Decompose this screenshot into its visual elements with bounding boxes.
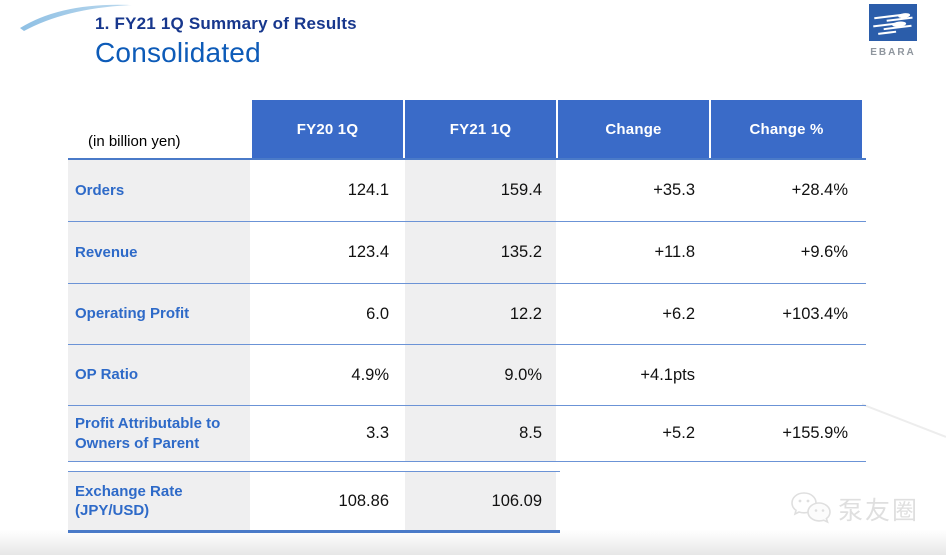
cell-value: 8.5 <box>405 406 556 461</box>
watermark: 泵友圈 <box>790 490 919 528</box>
cell-value: +35.3 <box>558 160 709 221</box>
unit-label: (in billion yen) <box>68 100 250 158</box>
cell-value: +5.2 <box>558 406 709 461</box>
title-block: 1. FY21 1Q Summary of Results Consolidat… <box>95 14 357 69</box>
row-label: Exchange Rate (JPY/USD) <box>68 472 250 530</box>
column-header-change-: Change % <box>711 100 862 158</box>
row-label: Orders <box>68 160 250 221</box>
cell-value: +155.9% <box>711 406 862 461</box>
cell-value: 135.2 <box>405 222 556 283</box>
cell-value: 3.3 <box>252 406 403 461</box>
page-subtitle: Consolidated <box>95 37 261 68</box>
table-row: Profit Attributable to Owners of Parent 3… <box>68 406 866 462</box>
row-label: Operating Profit <box>68 284 250 344</box>
cell-value: 106.09 <box>405 472 556 530</box>
table-row: Operating Profit 6.0 12.2 +6.2 +103.4% <box>68 284 866 345</box>
swoosh-decoration <box>20 4 132 31</box>
cell-value: 9.0% <box>405 345 556 405</box>
cell-value: +4.1pts <box>558 345 709 405</box>
cell-value: 6.0 <box>252 284 403 344</box>
exchange-rate-block: Exchange Rate (JPY/USD) 108.86 106.09 <box>68 471 560 533</box>
ebara-logo-text: EBARA <box>870 47 916 58</box>
cell-value: 12.2 <box>405 284 556 344</box>
cell-value: 108.86 <box>252 472 403 530</box>
row-label: Revenue <box>68 222 250 283</box>
cell-value: 124.1 <box>252 160 403 221</box>
table-row: Revenue 123.4 135.2 +11.8 +9.6% <box>68 222 866 284</box>
column-header-fy21-1q: FY21 1Q <box>405 100 556 158</box>
cell-value: 159.4 <box>405 160 556 221</box>
ebara-logo-icon <box>869 4 917 41</box>
cell-value <box>711 345 862 405</box>
column-header-fy20-1q: FY20 1Q <box>252 100 403 158</box>
cell-value: +103.4% <box>711 284 862 344</box>
table-row: Orders 124.1 159.4 +35.3 +28.4% <box>68 160 866 222</box>
cell-value: 123.4 <box>252 222 403 283</box>
cell-value: +11.8 <box>558 222 709 283</box>
row-label: Profit Attributable to Owners of Parent <box>68 406 250 461</box>
table-row: OP Ratio 4.9% 9.0% +4.1pts <box>68 345 866 406</box>
table-header-row: (in billion yen) FY20 1Q FY21 1Q Change Chan… <box>68 100 866 160</box>
cell-value: +28.4% <box>711 160 862 221</box>
cell-value: +9.6% <box>711 222 862 283</box>
column-header-change: Change <box>558 100 709 158</box>
results-table: (in billion yen) FY20 1Q FY21 1Q Change Chan… <box>68 100 866 462</box>
cell-value: 4.9% <box>252 345 403 405</box>
watermark-text: 泵友圈 <box>838 497 920 525</box>
cell-value: +6.2 <box>558 284 709 344</box>
wechat-bubbles-icon <box>791 492 831 524</box>
bottom-gradient-strip <box>0 530 946 555</box>
row-label: OP Ratio <box>68 345 250 405</box>
table-row: Exchange Rate (JPY/USD) 108.86 106.09 <box>68 471 560 533</box>
page-title: 1. FY21 1Q Summary of Results <box>95 14 357 33</box>
ebara-logo: EBARA <box>868 4 918 58</box>
